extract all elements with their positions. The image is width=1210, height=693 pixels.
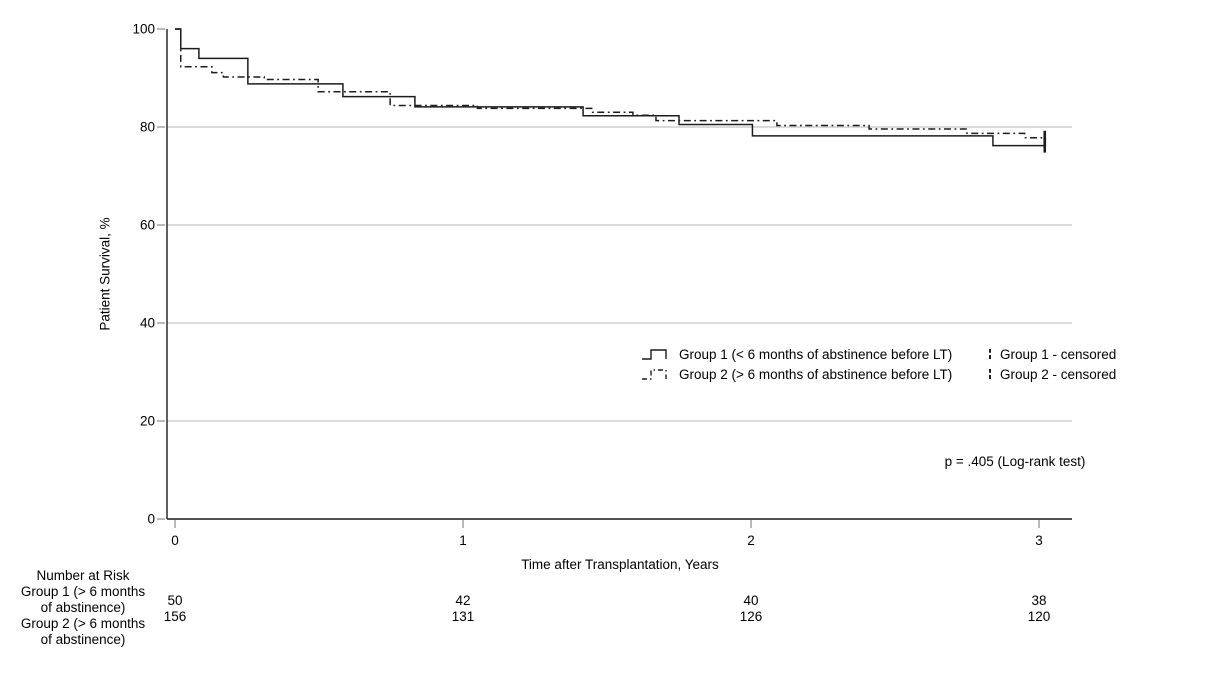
risk-value-group1-year2: 40	[743, 593, 759, 608]
risk-row1-label-line2: of abstinence)	[40, 599, 126, 615]
legend-label-group2-censored: Group 2 - censored	[1000, 366, 1117, 382]
risk-value-group1-year0: 50	[167, 593, 183, 608]
x-tick-label-2: 2	[747, 533, 755, 548]
survival-curve-group-2	[175, 28, 1045, 139]
legend-row-group1: Group 1 (< 6 months of abstinence before…	[641, 344, 1116, 364]
y-tick-label-20: 20	[139, 413, 155, 429]
log-rank-p-value: p = .405 (Log-rank test)	[944, 454, 1086, 469]
risk-value-group2-year2: 126	[739, 609, 763, 624]
risk-row2-label-line1: Group 2 (> 6 months	[20, 615, 146, 631]
risk-row1-label-line1: Group 1 (> 6 months	[20, 583, 146, 599]
x-axis-label: Time after Transplantation, Years	[521, 557, 719, 572]
risk-row2-label-line2: of abstinence)	[40, 631, 126, 647]
legend: Group 1 (< 6 months of abstinence before…	[641, 344, 1116, 384]
y-axis-label: Patient Survival, %	[97, 217, 113, 331]
y-tick-label-40: 40	[139, 315, 155, 331]
legend-label-group1-censored: Group 1 - censored	[1000, 346, 1117, 362]
y-tick-label-0: 0	[147, 511, 155, 527]
risk-value-group1-year3: 38	[1031, 593, 1047, 608]
x-tick-label-0: 0	[171, 533, 179, 548]
group1-solid-step-line-icon	[641, 346, 679, 362]
y-tick-label-80: 80	[139, 119, 155, 135]
survival-curve-group-1	[175, 28, 1045, 147]
risk-value-group1-year1: 42	[455, 593, 471, 608]
legend-row-group2: Group 2 (> 6 months of abstinence before…	[641, 364, 1116, 384]
group2-dashdot-step-line-icon	[641, 366, 679, 382]
group2-censor-tick-icon	[984, 366, 1000, 382]
risk-table-header: Number at Risk	[36, 568, 130, 583]
x-tick-label-3: 3	[1035, 533, 1043, 548]
risk-value-group2-year3: 120	[1027, 609, 1051, 624]
risk-value-group2-year1: 131	[451, 609, 475, 624]
group1-censor-tick-icon	[984, 346, 1000, 362]
number-at-risk-labels: Number at Risk Group 1 (> 6 months of ab…	[8, 568, 158, 648]
legend-label-group2: Group 2 (> 6 months of abstinence before…	[679, 366, 953, 382]
y-tick-label-60: 60	[139, 217, 155, 233]
y-tick-label-100: 100	[132, 21, 155, 37]
risk-value-group2-year0: 156	[163, 609, 187, 624]
x-tick-label-1: 1	[459, 533, 467, 548]
legend-label-group1: Group 1 (< 6 months of abstinence before…	[679, 346, 953, 362]
